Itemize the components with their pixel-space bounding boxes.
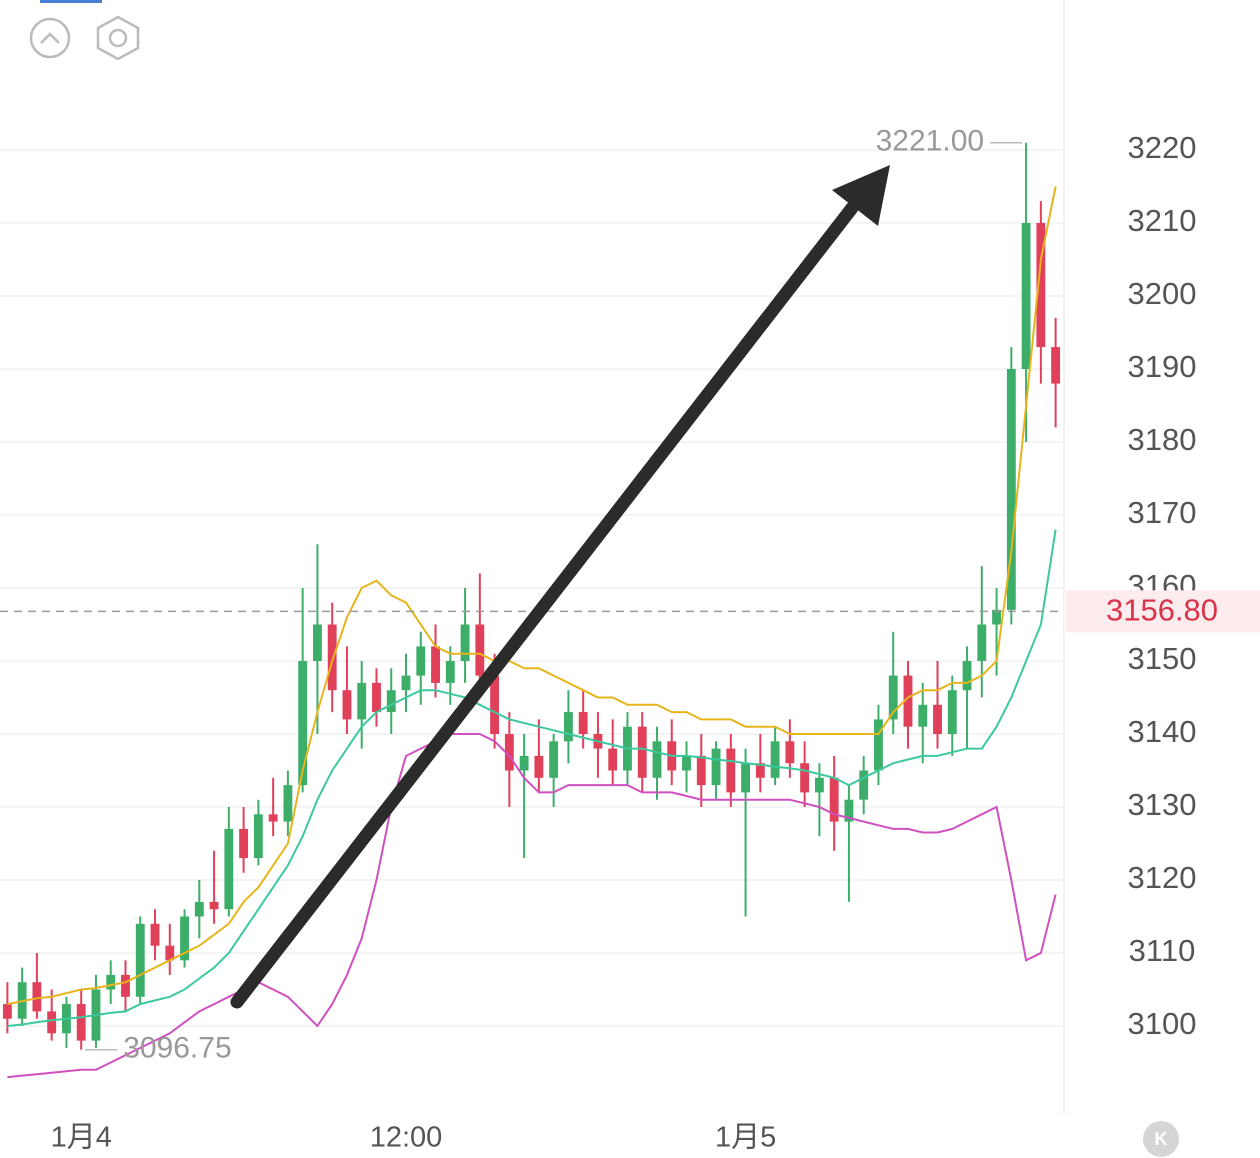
candle-body — [431, 646, 440, 683]
candle-body — [342, 690, 352, 720]
candle-body — [829, 777, 839, 822]
candle-body — [800, 763, 810, 793]
candle-body — [755, 763, 765, 778]
candle-body — [947, 690, 957, 734]
x-tick-label: 1月4 — [51, 1122, 112, 1154]
candle-body — [859, 770, 869, 800]
candle-body — [918, 704, 928, 727]
candle-body — [460, 624, 470, 661]
candle-body — [962, 661, 972, 691]
tab-indicator — [40, 0, 102, 3]
candle-body — [327, 624, 337, 691]
candle-body — [814, 777, 824, 793]
candle-body — [637, 726, 647, 778]
candle-body — [76, 1004, 86, 1041]
candle-body — [490, 675, 500, 734]
y-tick-label: 3130 — [1128, 787, 1197, 822]
candle-body — [298, 661, 308, 786]
x-tick-label: 1月5 — [715, 1122, 776, 1154]
y-tick-label: 3170 — [1128, 495, 1197, 530]
band-line — [7, 529, 1057, 1027]
candle-body — [874, 719, 883, 771]
candle-body — [194, 901, 204, 917]
y-tick-label: 3150 — [1128, 641, 1197, 676]
candle-body — [135, 923, 145, 997]
x-tick-label: 12:00 — [370, 1122, 443, 1154]
high-marker-label: 3221.00 — [876, 125, 984, 158]
trend-arrow — [230, 165, 890, 1009]
candle-body — [1006, 369, 1016, 610]
low-marker-label: 3096.75 — [123, 1032, 231, 1065]
y-tick-label: 3210 — [1128, 203, 1197, 238]
candle-body — [903, 675, 913, 727]
kline-button[interactable]: K — [1143, 1121, 1179, 1157]
candle-body — [475, 624, 485, 676]
candle-body — [726, 748, 736, 793]
y-tick-label: 3180 — [1128, 422, 1197, 457]
candle-body — [844, 799, 854, 822]
candle-body — [549, 741, 559, 778]
candle-body — [239, 828, 249, 859]
candle-body — [2, 1004, 12, 1019]
candle-body — [977, 624, 987, 661]
candle-body — [888, 675, 898, 720]
candle-body — [180, 916, 189, 961]
candle-body — [741, 763, 751, 793]
candle-body — [563, 712, 573, 742]
candle-body — [386, 690, 396, 713]
y-tick-label: 3100 — [1128, 1006, 1197, 1041]
candle-body — [165, 945, 175, 961]
candle-body — [696, 755, 706, 786]
candle-body — [401, 675, 411, 691]
candle-body — [992, 609, 1001, 625]
candle-body — [416, 646, 426, 676]
candle-body — [445, 661, 455, 683]
y-tick-label: 3220 — [1128, 130, 1197, 165]
candle-body — [121, 974, 130, 997]
candle-body — [372, 682, 381, 713]
candle-body — [283, 785, 293, 822]
band-line — [7, 186, 1057, 1006]
candle-body — [357, 682, 367, 720]
candle-body — [519, 755, 529, 771]
candle-body — [224, 828, 234, 910]
candle-body — [1036, 223, 1046, 348]
candle-body — [268, 814, 278, 822]
candle-body — [578, 712, 588, 734]
y-tick-label: 3110 — [1129, 933, 1196, 968]
candle-body — [1051, 347, 1061, 384]
candle-body — [534, 755, 544, 778]
y-tick-label: 3190 — [1128, 349, 1197, 384]
candle-body — [32, 982, 42, 1012]
candle-body — [652, 741, 662, 778]
y-tick-label: 3120 — [1128, 860, 1197, 895]
candle-body — [253, 814, 263, 859]
candle-body — [209, 901, 219, 910]
collapse-button[interactable] — [29, 17, 71, 59]
y-tick-label: 3200 — [1128, 276, 1197, 311]
candle-body — [770, 741, 780, 778]
candle-body — [504, 734, 514, 771]
candle-body — [312, 624, 322, 661]
candle-body — [106, 974, 116, 990]
band-line — [7, 733, 1057, 1079]
y-tick-label: 3140 — [1128, 714, 1197, 749]
candle-body — [682, 755, 691, 771]
candle-body — [608, 748, 618, 771]
settings-button[interactable] — [96, 15, 140, 61]
candle-body — [1021, 223, 1031, 369]
last-price-label: 3156.80 — [1106, 593, 1218, 628]
candle-body — [785, 741, 795, 764]
svg-text:K: K — [1155, 1129, 1168, 1149]
last-price-box — [1066, 590, 1260, 633]
candle-body — [150, 923, 160, 946]
candle-body — [711, 748, 721, 786]
candle-body — [933, 704, 942, 734]
candle-body — [47, 1011, 57, 1034]
